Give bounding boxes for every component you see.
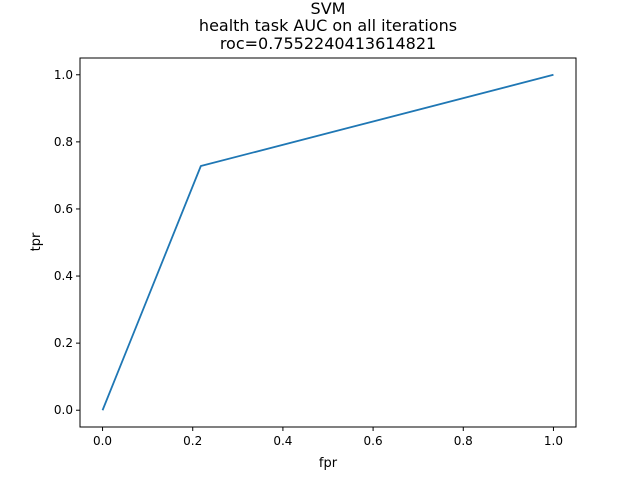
x-tick-label: 1.0	[544, 434, 563, 448]
y-tick-label: 1.0	[54, 68, 73, 82]
chart-title-line-2: health task AUC on all iterations	[199, 16, 457, 35]
y-tick-label: 0.4	[54, 269, 73, 283]
series-line-0	[101, 73, 554, 411]
y-tick-label: 0.6	[54, 202, 73, 216]
plot-frame	[79, 57, 577, 428]
y-tick-label: 0.2	[54, 336, 73, 350]
chart-title-line-1: SVM	[311, 0, 346, 18]
y-tick-label: 0.8	[54, 135, 73, 149]
x-tick-label: 0.2	[183, 434, 202, 448]
y-tick-label: 0.0	[54, 403, 73, 417]
plot-layer	[101, 73, 554, 411]
x-tick-label: 0.6	[364, 434, 383, 448]
chart-title-line-3: roc=0.7552240413614821	[220, 34, 436, 53]
y-axis-label: tpr	[29, 232, 44, 251]
ticks-layer: 0.0 0.2 0.4 0.6 0.8 1.0 0.0 0.2 0.4 0.6 0.8 1.0	[54, 68, 563, 448]
x-axis-label: fpr	[319, 456, 338, 471]
x-tick-label: 0.8	[454, 434, 473, 448]
x-tick-label: 0.4	[273, 434, 292, 448]
x-tick-label: 0.0	[93, 434, 112, 448]
